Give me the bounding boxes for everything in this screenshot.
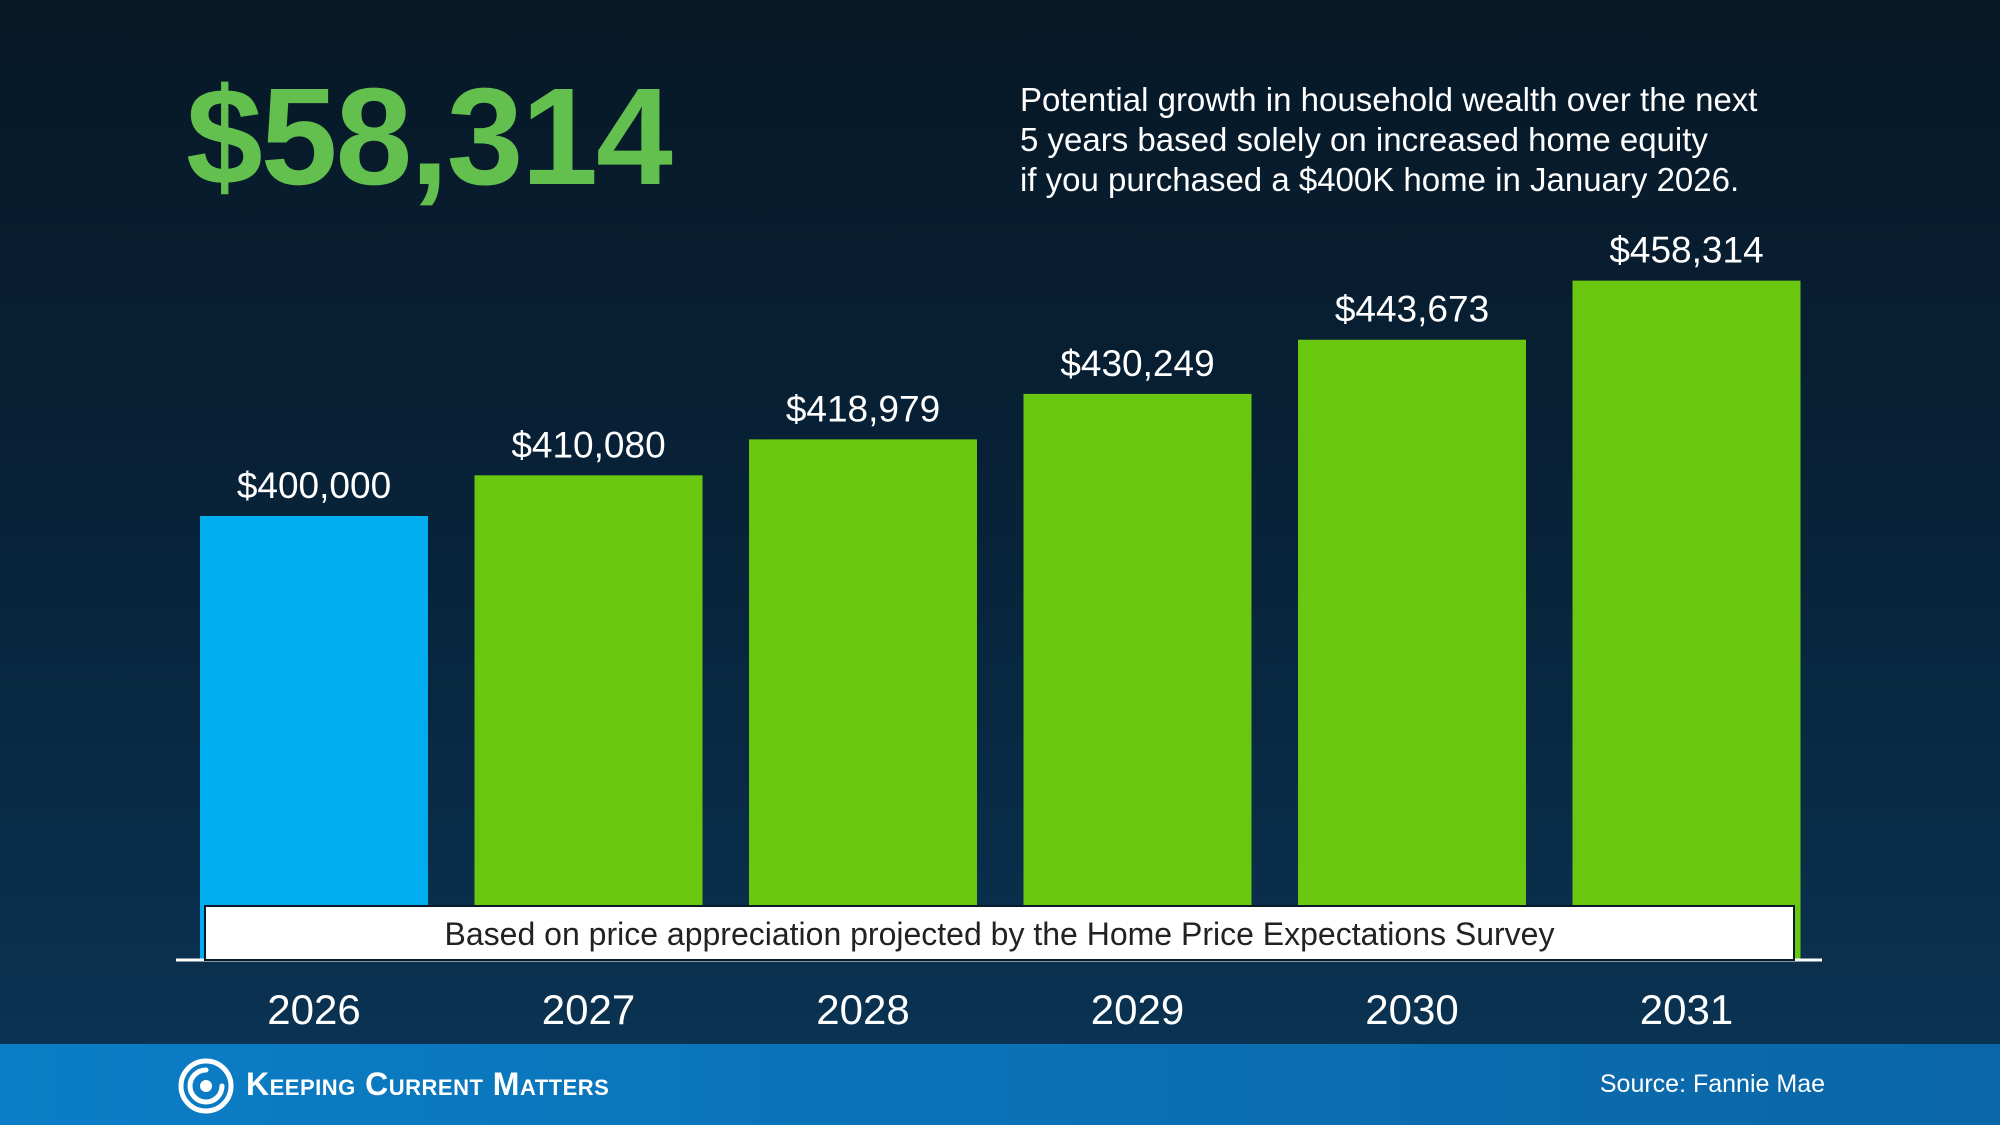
x-tick-2027: 2027 (542, 986, 635, 1033)
annotation-text: Based on price appreciation projected by… (445, 916, 1555, 952)
footer-bar: Keeping Current Matters Source: Fannie M… (0, 1044, 2000, 1125)
brand-name: Keeping Current Matters (246, 1066, 610, 1102)
x-tick-2026: 2026 (267, 986, 360, 1033)
description-line-2: 5 years based solely on increased home e… (1020, 121, 1708, 158)
x-tick-2029: 2029 (1091, 986, 1184, 1033)
bar-2028 (749, 439, 977, 960)
bar-2031 (1572, 280, 1801, 960)
x-tick-2031: 2031 (1640, 986, 1733, 1033)
bar-2026 (200, 516, 428, 960)
bar-2030 (1298, 339, 1526, 961)
headline-description: Potential growth in household wealth ove… (1020, 80, 1840, 200)
x-tick-2028: 2028 (816, 986, 909, 1033)
value-label-2028: $418,979 (786, 388, 940, 429)
source-note: Source: Fannie Mae (1599, 1070, 1825, 1098)
x-tick-2030: 2030 (1365, 986, 1458, 1033)
annotation-box (204, 905, 1795, 961)
bar-2029 (1023, 393, 1252, 960)
value-label-2030: $443,673 (1335, 289, 1489, 330)
description-line-1: Potential growth in household wealth ove… (1020, 81, 1758, 118)
value-label-2026: $400,000 (237, 465, 391, 506)
bar-2027 (474, 475, 703, 960)
value-label-2029: $430,249 (1060, 343, 1214, 384)
description-line-3: if you purchased a $400K home in January… (1020, 161, 1740, 198)
value-label-2031: $458,314 (1609, 230, 1763, 271)
headline-value: $58,314 (186, 60, 673, 214)
kcm-logo-icon (178, 1058, 234, 1114)
bar-chart: $400,000 2026 $410,080 2027 $418,979 2028 $430… (200, 230, 1801, 1033)
value-label-2027: $410,080 (511, 424, 665, 465)
